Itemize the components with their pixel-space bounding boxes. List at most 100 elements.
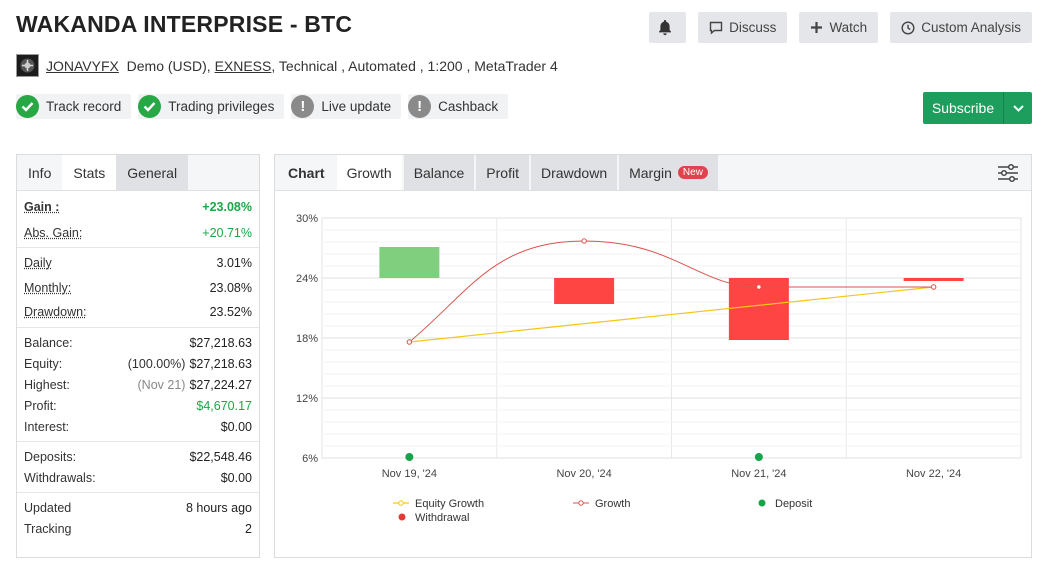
stat-value: $22,548.46 — [189, 449, 252, 464]
badge-label: Track record — [46, 99, 122, 114]
tab-chart[interactable]: Chart — [288, 164, 325, 181]
tab-drawdown[interactable]: Drawdown — [530, 155, 618, 190]
stat-label[interactable]: Gain : — [24, 199, 60, 214]
badge-trading-privileges[interactable]: Trading privileges — [138, 94, 285, 119]
divider — [17, 247, 259, 248]
stats-tabs: Info Stats General — [17, 155, 259, 191]
stat-label[interactable]: Drawdown: — [24, 305, 87, 319]
divider — [17, 492, 259, 493]
badge-cashback[interactable]: ! Cashback — [408, 94, 509, 119]
badge-track-record[interactable]: Track record — [16, 94, 132, 119]
user-link[interactable]: JONAVYFX — [46, 57, 119, 74]
stat-value: $27,218.63 — [189, 356, 252, 371]
tab-margin[interactable]: Margin New — [619, 155, 718, 190]
stat-value: $0.00 — [220, 470, 252, 485]
stat-daily: Daily 3.01% — [24, 252, 252, 274]
stat-label: Deposits: — [24, 449, 77, 464]
stat-label: Interest: — [24, 419, 70, 434]
legend-growth-marker — [578, 500, 584, 506]
growth-point — [581, 238, 587, 244]
tab-growth[interactable]: Growth — [336, 155, 402, 190]
divider — [17, 441, 259, 442]
system-meta: JONAVYFX Demo (USD), EXNESS , Technical … — [16, 54, 558, 77]
growth-point — [406, 339, 413, 345]
sliders-icon — [998, 163, 1018, 183]
stat-value: 2 — [245, 521, 252, 536]
badge-live-update[interactable]: ! Live update — [291, 94, 402, 119]
plus-icon — [811, 22, 823, 33]
tab-info[interactable]: Info — [28, 164, 52, 181]
tab-balance[interactable]: Balance — [403, 155, 475, 190]
page-title: WAKANDA INTERPRISE - BTC — [16, 11, 353, 37]
stat-interest: Interest: $0.00 — [24, 416, 252, 437]
tab-margin-label: Margin — [629, 164, 672, 181]
stat-withdrawals: Withdrawals: $0.00 — [24, 467, 252, 488]
new-badge: New — [677, 166, 708, 179]
subscribe-dropdown[interactable] — [1004, 92, 1032, 124]
top-actions: Discuss Watch Custom Analysis — [649, 12, 1032, 43]
stat-label: Balance: — [24, 335, 73, 350]
stat-label: Tracking — [24, 521, 72, 536]
tab-general[interactable]: General — [116, 155, 189, 190]
stat-drawdown: Drawdown: 23.52% — [24, 301, 252, 323]
watch-button[interactable]: Watch — [799, 12, 879, 43]
stat-value: $27,218.63 — [189, 335, 252, 350]
growth-point — [930, 284, 937, 290]
growth-bar — [554, 278, 615, 304]
tab-profit[interactable]: Profit — [476, 155, 529, 190]
legend-deposit-marker — [758, 499, 766, 507]
deposit-marker — [754, 453, 763, 461]
growth-bar — [903, 278, 964, 281]
stat-updated: Updated 8 hours ago — [24, 497, 252, 518]
stat-gain: Gain : +23.08% — [24, 196, 252, 217]
legend-deposit-label: Deposit — [775, 498, 812, 510]
legend-withdrawal-marker — [398, 513, 406, 521]
y-tick-label: 30% — [296, 213, 318, 225]
stat-label: Highest: — [24, 377, 70, 392]
system-attributes: , Technical , Automated , 1:200 , MetaTr… — [271, 57, 558, 74]
stat-label[interactable]: Abs. Gain: — [24, 225, 83, 240]
stat-label: Equity: — [24, 356, 63, 371]
badge-label: Live update — [321, 99, 392, 114]
chart-settings-button[interactable] — [997, 163, 1019, 188]
growth-chart[interactable]: 30% 24% 18% 12% 6% Nov 19, '24 Nov 20, '24 Nov … — [275, 192, 1031, 557]
chevron-down-icon — [1012, 104, 1024, 112]
bell-icon — [658, 20, 671, 36]
broker-link[interactable]: EXNESS — [214, 57, 272, 74]
verification-badges: Track record Trading privileges ! Live u… — [16, 94, 509, 119]
stat-tracking: Tracking 2 — [24, 518, 252, 539]
legend-equity-label: Equity Growth — [415, 498, 484, 510]
clock-icon — [901, 20, 915, 35]
legend-growth-label: Growth — [595, 498, 630, 510]
subscribe-button[interactable]: Subscribe — [923, 92, 1032, 124]
avatar[interactable] — [16, 54, 39, 77]
discuss-button[interactable]: Discuss — [698, 12, 788, 43]
stat-value: $0.00 — [220, 419, 252, 434]
stat-value: +23.08% — [202, 199, 252, 214]
stat-label[interactable]: Monthly: — [24, 280, 72, 295]
comment-icon — [709, 21, 723, 34]
stat-value: +20.71% — [202, 225, 252, 240]
stat-equity: Equity: (100.00%) $27,218.63 — [24, 353, 252, 374]
custom-analysis-button[interactable]: Custom Analysis — [890, 12, 1032, 43]
stat-monthly: Monthly: 23.08% — [24, 274, 252, 301]
stat-label[interactable]: Daily — [24, 256, 52, 270]
legend-withdrawal-label: Withdrawal — [415, 512, 469, 524]
chart-tabs: Chart Growth Balance Profit Drawdown Mar… — [275, 155, 1031, 191]
y-tick-label: 12% — [296, 393, 318, 405]
stat-value: 3.01% — [216, 256, 252, 270]
stat-abs-gain: Abs. Gain: +20.71% — [24, 222, 252, 243]
growth-bar — [379, 247, 440, 278]
tab-stats[interactable]: Stats — [62, 155, 117, 190]
y-tick-label: 24% — [296, 273, 318, 285]
notify-button[interactable] — [649, 12, 687, 43]
stat-profit: Profit: $4,670.17 — [24, 395, 252, 416]
stat-value: 8 hours ago — [185, 500, 252, 515]
growth-point — [756, 284, 762, 290]
stat-label: Withdrawals: — [24, 470, 96, 485]
y-tick-label: 6% — [302, 453, 318, 465]
avatar-image-icon — [20, 58, 35, 73]
stat-value: 23.08% — [209, 280, 252, 295]
equity-growth-line — [409, 286, 934, 343]
subscribe-label[interactable]: Subscribe — [923, 92, 1004, 124]
